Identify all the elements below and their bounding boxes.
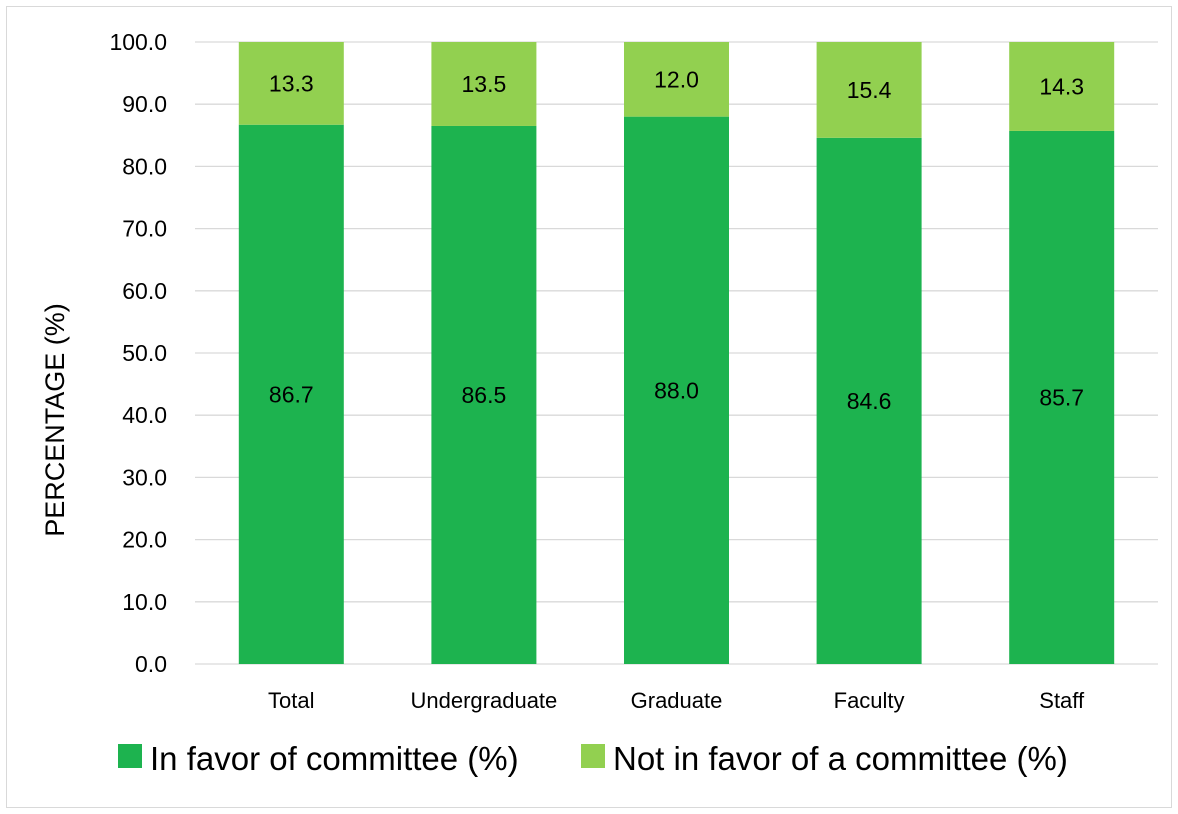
- data-label: 15.4: [847, 77, 892, 103]
- y-tick-label: 10.0: [122, 589, 167, 615]
- y-tick-label: 100.0: [109, 29, 167, 55]
- bar-not-in-favor-total: [238, 42, 344, 125]
- legend-swatch: [581, 744, 605, 768]
- y-tick-label: 40.0: [122, 402, 167, 428]
- data-label: 13.5: [462, 71, 507, 97]
- bar-not-in-favor-staff: [1009, 42, 1115, 131]
- legend: In favor of committee (%) Not in favor of…: [118, 740, 1068, 777]
- y-tick-label: 50.0: [122, 340, 167, 366]
- bar-not-in-favor-graduate: [624, 42, 729, 117]
- legend-label: Not in favor of a committee (%): [613, 740, 1068, 777]
- y-axis-title: PERCENTAGE (%): [40, 303, 70, 537]
- x-axis-labels: Total Undergraduate Graduate Faculty Staff: [268, 688, 1085, 713]
- data-labels: 86.7 13.3 86.5 13.5 88.0 12.0 84.6 15.4 85.7 14.3: [269, 66, 1084, 414]
- x-tick-label: Graduate: [631, 688, 723, 713]
- data-label: 86.5: [462, 382, 507, 408]
- legend-label: In favor of committee (%): [150, 740, 519, 777]
- y-tick-label: 20.0: [122, 527, 167, 553]
- y-tick-label: 60.0: [122, 278, 167, 304]
- y-axis-ticks: 0.0 10.0 20.0 30.0 40.0 50.0 60.0 70.0 80.0 90.0 1…: [109, 29, 167, 677]
- bar-in-favor-graduate: [624, 116, 729, 664]
- data-label: 86.7: [269, 381, 314, 407]
- x-tick-label: Undergraduate: [411, 688, 558, 713]
- bar-in-favor-total: [238, 124, 344, 664]
- data-label: 84.6: [847, 388, 892, 414]
- bar-in-favor-undergraduate: [431, 125, 537, 665]
- data-label: 14.3: [1039, 73, 1084, 99]
- bar-not-in-favor-faculty: [816, 42, 922, 138]
- legend-swatch: [118, 744, 142, 768]
- data-label: 88.0: [654, 377, 699, 403]
- x-tick-label: Faculty: [834, 688, 905, 713]
- data-label: 85.7: [1039, 384, 1084, 410]
- y-tick-label: 80.0: [122, 153, 167, 179]
- y-tick-label: 70.0: [122, 216, 167, 242]
- y-tick-label: 30.0: [122, 464, 167, 490]
- bar-in-favor-staff: [1009, 130, 1115, 665]
- y-tick-label: 90.0: [122, 91, 167, 117]
- bar-in-favor-faculty: [816, 137, 922, 665]
- data-label: 12.0: [654, 66, 699, 92]
- chart-frame: [6, 6, 1172, 808]
- x-tick-label: Total: [268, 688, 314, 713]
- y-tick-label: 0.0: [135, 651, 167, 677]
- bar-not-in-favor-undergraduate: [431, 42, 537, 126]
- bars: [238, 42, 1115, 665]
- data-label: 13.3: [269, 70, 314, 96]
- x-tick-label: Staff: [1039, 688, 1085, 713]
